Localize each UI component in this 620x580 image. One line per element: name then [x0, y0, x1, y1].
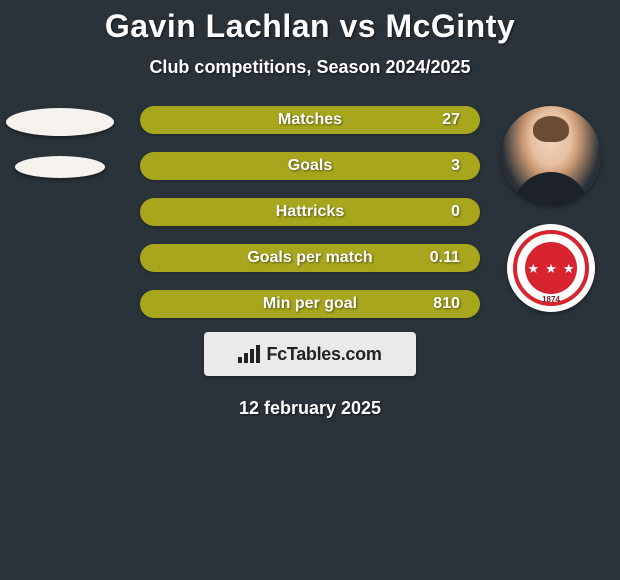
stat-bar-goals: Goals 3	[140, 152, 480, 180]
stat-bar-matches: Matches 27	[140, 106, 480, 134]
star-icon: ★	[563, 262, 575, 275]
left-club-placeholder	[15, 156, 105, 178]
left-player-column	[0, 106, 120, 178]
stat-label: Goals per match	[247, 249, 372, 267]
stat-value-right: 0.11	[430, 249, 460, 267]
stat-value-right: 3	[451, 157, 460, 175]
branding-text: FcTables.com	[266, 344, 381, 365]
page-title: Gavin Lachlan vs McGinty	[0, 8, 620, 45]
branding-badge: FcTables.com	[204, 332, 416, 376]
player-photo	[501, 106, 601, 206]
stat-bars: Matches 27 Goals 3 Hattricks 0 Goals per…	[140, 106, 480, 336]
subtitle: Club competitions, Season 2024/2025	[0, 57, 620, 78]
stat-label: Goals	[288, 157, 332, 175]
right-player-column: ★ ★ ★ 1874	[496, 106, 606, 312]
stat-bar-goals-per-match: Goals per match 0.11	[140, 244, 480, 272]
stat-label: Hattricks	[276, 203, 344, 221]
date-line: 12 february 2025	[0, 398, 620, 419]
root: Gavin Lachlan vs McGinty Club competitio…	[0, 0, 620, 419]
stat-label: Matches	[278, 111, 342, 129]
star-icon: ★	[545, 262, 557, 275]
star-icon: ★	[528, 262, 540, 275]
stat-bar-min-per-goal: Min per goal 810	[140, 290, 480, 318]
comparison-chart: Matches 27 Goals 3 Hattricks 0 Goals per…	[0, 106, 620, 326]
stat-bar-hattricks: Hattricks 0	[140, 198, 480, 226]
crest-center: ★ ★ ★	[525, 242, 577, 294]
left-player-placeholder-1	[6, 108, 114, 136]
stat-value-right: 27	[442, 111, 460, 129]
stat-label: Min per goal	[263, 295, 357, 313]
bar-chart-icon	[238, 345, 260, 363]
stat-value-right: 0	[451, 203, 460, 221]
club-crest: ★ ★ ★ 1874	[507, 224, 595, 312]
crest-year: 1874	[507, 295, 595, 304]
stat-value-right: 810	[433, 295, 460, 313]
